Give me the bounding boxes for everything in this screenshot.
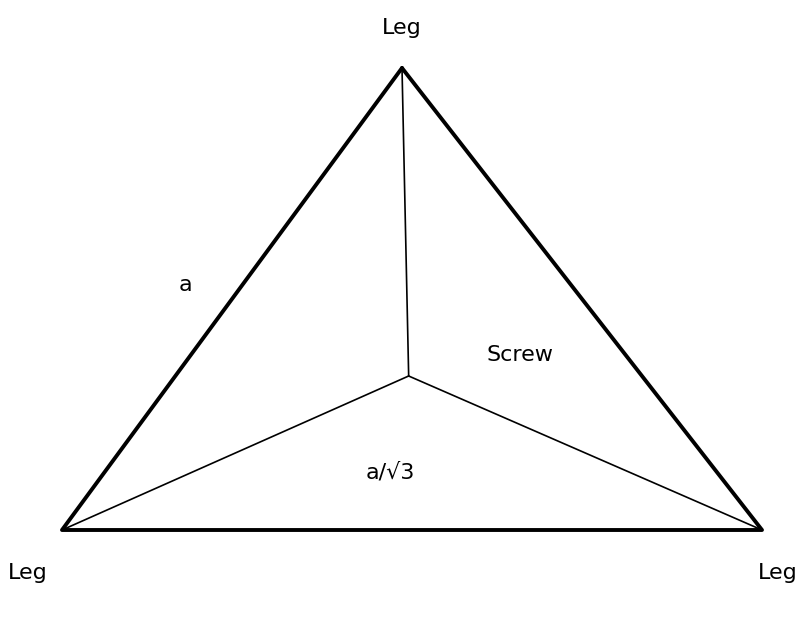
Text: Screw: Screw — [486, 345, 552, 365]
Text: Leg: Leg — [757, 563, 797, 583]
Text: Leg: Leg — [8, 563, 48, 583]
Text: a/√3: a/√3 — [365, 462, 414, 482]
Text: a: a — [178, 275, 192, 295]
Text: Leg: Leg — [381, 18, 422, 38]
